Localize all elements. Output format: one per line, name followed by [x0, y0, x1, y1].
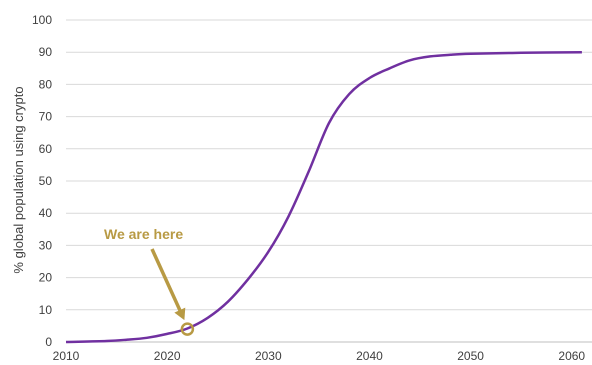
y-tick-label: 10: [39, 303, 53, 317]
y-tick-label: 70: [39, 110, 53, 124]
y-tick-label: 20: [39, 271, 53, 285]
y-axis-label: % global population using crypto: [11, 86, 26, 273]
y-tick-label: 100: [32, 13, 52, 27]
x-tick-label: 2030: [255, 349, 282, 363]
x-tick-labels: 2010 2020 2030 2040 2050 2060: [53, 349, 586, 363]
y-tick-label: 30: [39, 238, 53, 252]
x-tick-label: 2010: [53, 349, 80, 363]
gridlines: [66, 19, 592, 311]
y-tick-label: 40: [39, 206, 53, 220]
annotation-arrow-shaft: [150, 248, 183, 313]
annotation-arrow-head: [174, 307, 186, 321]
x-tick-label: 2050: [457, 349, 484, 363]
x-tick-label: 2020: [154, 349, 181, 363]
y-tick-label: 50: [39, 174, 53, 188]
y-tick-label: 60: [39, 142, 53, 156]
y-tick-label: 90: [39, 45, 53, 59]
series-group: [65, 50, 582, 344]
x-tick-label: 2040: [356, 349, 383, 363]
series-line-0: [65, 50, 582, 344]
annotation-group: We are here: [104, 226, 195, 336]
y-tick-labels: 0 10 20 30 40 50 60 70 80 90 100: [32, 13, 52, 349]
x-tick-label: 2060: [558, 349, 585, 363]
y-tick-label: 0: [45, 335, 52, 349]
annotation-marker-circle: [180, 322, 195, 336]
y-tick-label: 80: [39, 77, 53, 91]
annotation-label: We are here: [104, 226, 183, 242]
